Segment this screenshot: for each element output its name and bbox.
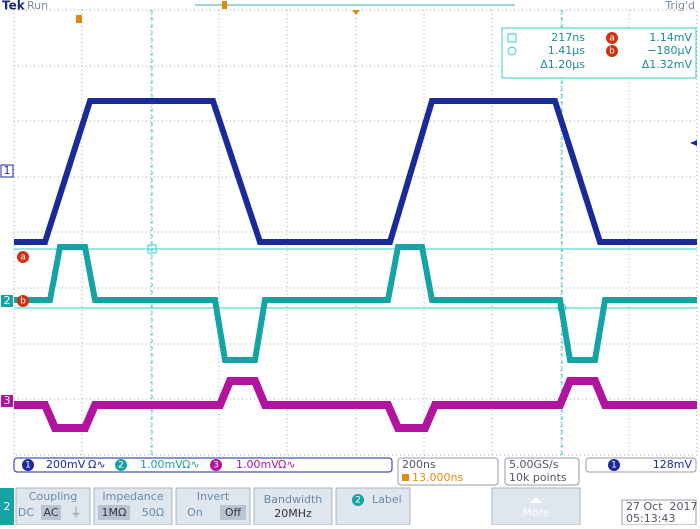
ch-icon bbox=[22, 459, 34, 471]
datetime-box bbox=[621, 499, 697, 526]
button-title: Bandwidth bbox=[264, 493, 323, 506]
menu-channel: 2 bbox=[4, 500, 11, 513]
menu-channel-tab bbox=[0, 488, 14, 525]
run-state: Run bbox=[27, 0, 48, 12]
option-selected bbox=[220, 505, 246, 520]
more-arrow bbox=[530, 497, 542, 503]
button-title: Coupling bbox=[29, 490, 77, 503]
marker bbox=[17, 295, 29, 307]
channel-box bbox=[13, 457, 393, 473]
time: 05:13:43 bbox=[626, 512, 675, 525]
trig-source: 1 bbox=[611, 461, 617, 471]
ch-num: 1 bbox=[25, 461, 31, 471]
button-title: Invert bbox=[197, 490, 230, 503]
trigger-pos bbox=[352, 10, 360, 15]
trigger-level bbox=[690, 140, 697, 146]
bottom-menu: 2 Coupling DC AC ⏚ Impedance 1MΩ 50Ω Inv… bbox=[0, 487, 698, 526]
marker bbox=[0, 164, 14, 178]
v1: 1.14mV bbox=[649, 31, 692, 44]
marker-label: 2 bbox=[4, 294, 11, 307]
ch-flags: Ω∿ bbox=[278, 458, 296, 471]
ch-icon bbox=[210, 459, 222, 471]
option: On bbox=[187, 506, 203, 519]
ch1-waveform bbox=[14, 98, 697, 245]
option: Off bbox=[225, 506, 242, 519]
cursor1-icon bbox=[507, 33, 517, 43]
ref-icon bbox=[606, 45, 618, 57]
ref-icon bbox=[606, 32, 618, 44]
left-markers: 1 a 2 b 3 bbox=[0, 164, 29, 407]
bandwidth-button[interactable] bbox=[253, 487, 333, 526]
trig-icon bbox=[608, 459, 620, 471]
option: DC bbox=[18, 506, 34, 519]
ch-scale: 1.00mV bbox=[140, 458, 183, 471]
option: AC bbox=[43, 506, 58, 519]
more-button[interactable] bbox=[491, 487, 581, 526]
pos-icon bbox=[402, 474, 409, 481]
dt: Δ1.20µs bbox=[540, 58, 585, 71]
ch2-waveform bbox=[14, 244, 697, 363]
option-selected bbox=[41, 505, 61, 520]
trigger-state: Trig'd bbox=[664, 0, 695, 12]
ch-icon bbox=[115, 459, 127, 471]
readout-box bbox=[501, 27, 697, 79]
horizontal-box bbox=[397, 457, 499, 486]
h-position: 13.000ns bbox=[412, 471, 463, 484]
ch3-waveform bbox=[14, 377, 697, 432]
marker bbox=[1, 395, 13, 407]
ch-num: 3 bbox=[213, 461, 219, 471]
cursor2-icon bbox=[507, 46, 517, 56]
option: ⏚ bbox=[71, 506, 82, 519]
marker bbox=[17, 251, 29, 263]
button-title: Label bbox=[372, 493, 402, 506]
button-value: 20MHz bbox=[274, 507, 312, 520]
h-scale: 200ns bbox=[402, 458, 436, 471]
status-bar: 1 200mV Ω∿ 2 1.00mV Ω∿ 3 1.00mV Ω∿ 200ns… bbox=[13, 457, 697, 486]
ch-flags: Ω∿ bbox=[182, 458, 200, 471]
ref-label: a bbox=[609, 34, 615, 44]
date: 27 Oct 2017 bbox=[626, 500, 698, 513]
trig-level: 128mV bbox=[653, 458, 693, 471]
option: 1MΩ bbox=[102, 506, 127, 519]
ch-scale: 1.00mV bbox=[236, 458, 279, 471]
label-channel: 2 bbox=[355, 496, 361, 506]
t1: 217ns bbox=[551, 31, 585, 44]
brand: Tek bbox=[2, 0, 26, 13]
record-length: 10k points bbox=[509, 471, 567, 484]
marker bbox=[1, 295, 13, 307]
button-title: More bbox=[522, 506, 550, 519]
marker-label: 1 bbox=[4, 164, 11, 177]
label-icon bbox=[352, 494, 364, 506]
marker-label: b bbox=[20, 297, 26, 307]
record-pos bbox=[222, 1, 227, 9]
acq-box bbox=[504, 457, 580, 486]
marker-label: a bbox=[20, 253, 26, 263]
ch-scale: 200mV bbox=[46, 458, 86, 471]
marker-label: 3 bbox=[4, 394, 11, 407]
dv: Δ1.32mV bbox=[642, 58, 693, 71]
option: 50Ω bbox=[142, 506, 164, 519]
option-selected bbox=[98, 505, 130, 520]
cursor-readout: 217ns a 1.14mV 1.41µs b −180µV Δ1.20µs Δ… bbox=[501, 27, 697, 79]
button-title: Impedance bbox=[102, 490, 163, 503]
ref-label: b bbox=[609, 47, 615, 57]
v2: −180µV bbox=[647, 44, 692, 57]
pretrigger-marker bbox=[76, 15, 82, 23]
label-button[interactable] bbox=[335, 487, 411, 526]
ch-flags: Ω∿ bbox=[88, 458, 106, 471]
sample-rate: 5.00GS/s bbox=[509, 458, 559, 471]
t2: 1.41µs bbox=[548, 44, 585, 57]
ch-num: 2 bbox=[118, 461, 124, 471]
